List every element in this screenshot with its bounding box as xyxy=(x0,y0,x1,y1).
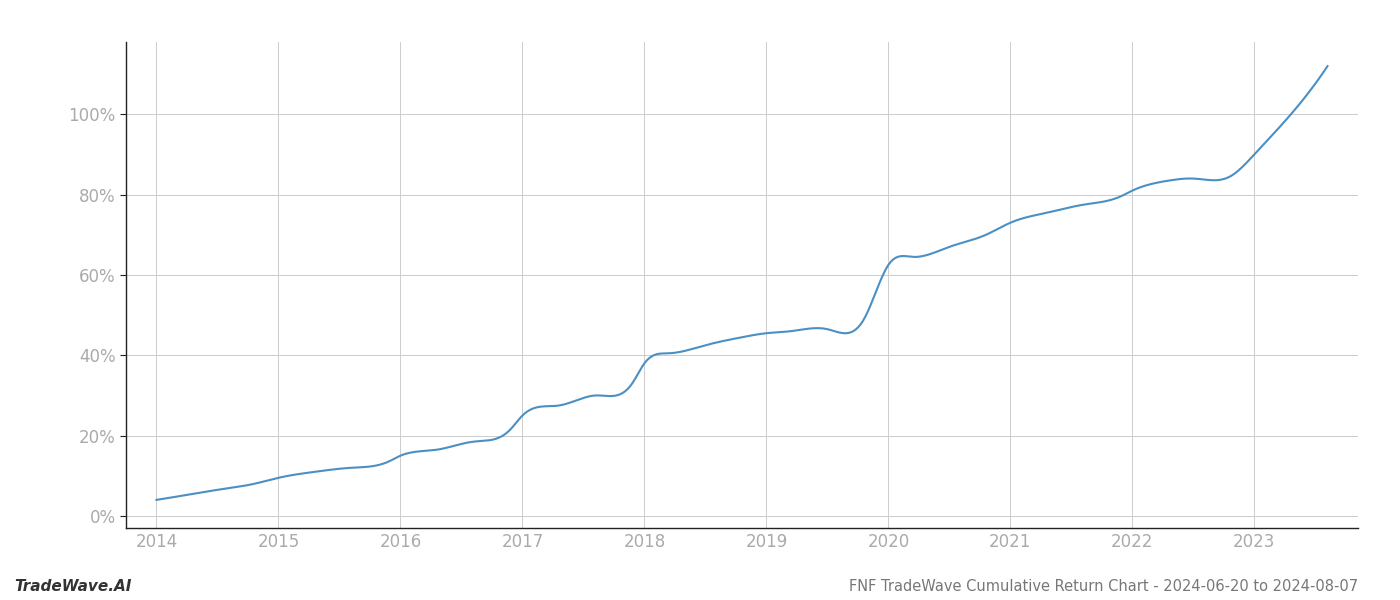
Text: FNF TradeWave Cumulative Return Chart - 2024-06-20 to 2024-08-07: FNF TradeWave Cumulative Return Chart - … xyxy=(848,579,1358,594)
Text: TradeWave.AI: TradeWave.AI xyxy=(14,579,132,594)
